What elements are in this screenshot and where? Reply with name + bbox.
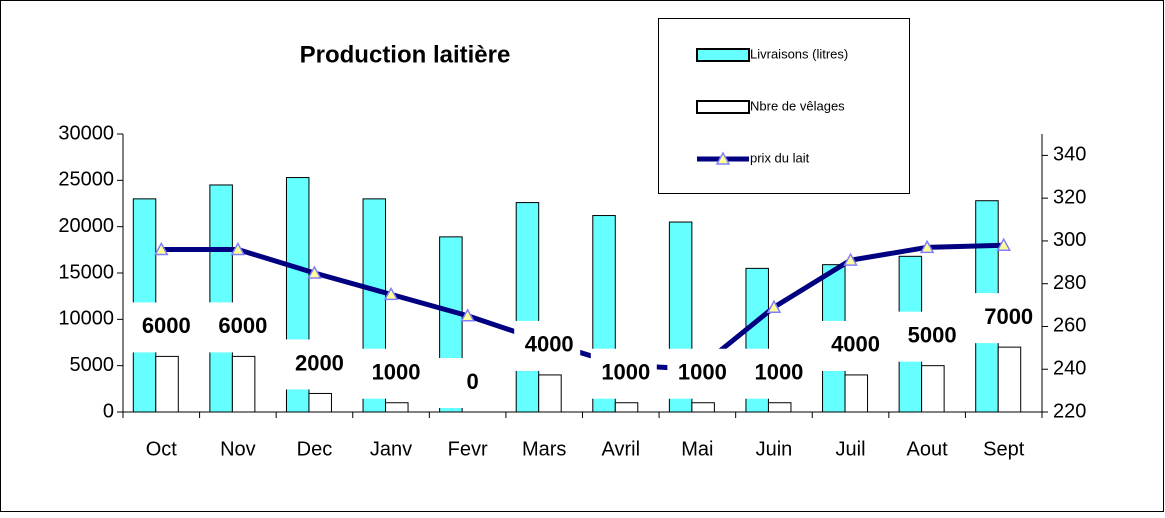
data-label-box xyxy=(207,302,274,353)
y2-tick-label: 240 xyxy=(1053,358,1086,380)
x-tick-label: Fevr xyxy=(448,438,488,460)
x-tick-label: Mai xyxy=(681,438,713,460)
line-marker xyxy=(230,241,246,256)
y-tick-label: 0 xyxy=(103,400,114,422)
y2-tick-label: 220 xyxy=(1053,400,1086,422)
data-label-box xyxy=(437,358,504,408)
line-marker xyxy=(843,252,858,266)
bar xyxy=(997,346,1022,413)
bar xyxy=(691,402,715,413)
y-tick-label: 5000 xyxy=(70,354,115,376)
y-tick-label: 15000 xyxy=(58,261,114,283)
y-tick-label: 20000 xyxy=(58,215,114,237)
x-tick-label: Juin xyxy=(756,438,793,460)
line-marker xyxy=(766,299,782,313)
data-label: 1000 xyxy=(754,360,803,385)
y2-tick-label: 260 xyxy=(1053,315,1086,337)
data-label: 5000 xyxy=(908,322,957,347)
data-label: 0 xyxy=(467,369,479,394)
legend-label: Livraisons (litres) xyxy=(750,46,848,61)
data-label-box xyxy=(667,348,734,399)
data-label: 2000 xyxy=(295,350,344,375)
x-tick-label: Dec xyxy=(297,438,333,460)
y-tick-label: 10000 xyxy=(58,308,114,330)
data-label-box xyxy=(361,348,428,399)
bar xyxy=(767,402,792,413)
data-label-box xyxy=(820,320,887,371)
data-label-box xyxy=(973,293,1040,344)
line-marker xyxy=(460,308,475,322)
bar xyxy=(614,402,639,413)
bar xyxy=(844,374,869,413)
x-tick-label: Nov xyxy=(220,438,256,460)
x-tick-label: Aout xyxy=(907,438,949,460)
bar xyxy=(308,392,332,413)
data-label: 1000 xyxy=(372,360,421,385)
x-tick-label: Juil xyxy=(836,438,866,460)
data-label: 6000 xyxy=(142,313,191,338)
line-series xyxy=(161,242,1004,372)
chart-title: Production laitière xyxy=(300,41,511,68)
bar xyxy=(515,202,540,413)
data-label-box xyxy=(897,311,964,362)
line-marker xyxy=(154,241,169,256)
y2-tick-label: 340 xyxy=(1053,144,1086,166)
legend-swatch xyxy=(696,100,750,114)
data-label-box xyxy=(590,348,657,399)
legend-marker xyxy=(715,151,731,165)
bar xyxy=(231,355,256,413)
y2-tick-label: 280 xyxy=(1053,272,1086,294)
data-label-box xyxy=(743,348,810,399)
legend-label: Nbre de vêlages xyxy=(750,98,845,113)
x-tick-label: Avril xyxy=(602,438,641,460)
bar xyxy=(385,402,409,413)
x-tick-label: Sept xyxy=(983,438,1025,460)
data-label-box xyxy=(284,339,351,390)
y-tick-label: 25000 xyxy=(58,169,114,191)
data-label-box xyxy=(514,320,581,371)
bar xyxy=(921,365,945,413)
line-marker xyxy=(996,237,1011,251)
legend-swatch xyxy=(696,48,750,62)
line-marker xyxy=(307,265,322,279)
x-tick-label: Oct xyxy=(146,438,178,460)
x-tick-label: Mars xyxy=(522,438,566,460)
data-label: 1000 xyxy=(678,360,727,385)
data-label: 7000 xyxy=(984,304,1033,329)
y2-tick-label: 320 xyxy=(1053,186,1086,208)
bar xyxy=(209,184,233,413)
data-label-box xyxy=(131,302,198,353)
data-label: 1000 xyxy=(601,360,650,385)
legend-label: prix du lait xyxy=(750,150,810,165)
line-marker xyxy=(919,239,935,254)
bar xyxy=(538,374,562,413)
y2-tick-label: 300 xyxy=(1053,229,1086,251)
data-label: 6000 xyxy=(218,313,267,338)
line-marker xyxy=(383,286,399,301)
data-label: 4000 xyxy=(525,332,574,357)
bar xyxy=(155,355,179,413)
y-tick-label: 30000 xyxy=(58,122,114,144)
data-label: 4000 xyxy=(831,332,880,357)
x-tick-label: Janv xyxy=(370,438,412,460)
